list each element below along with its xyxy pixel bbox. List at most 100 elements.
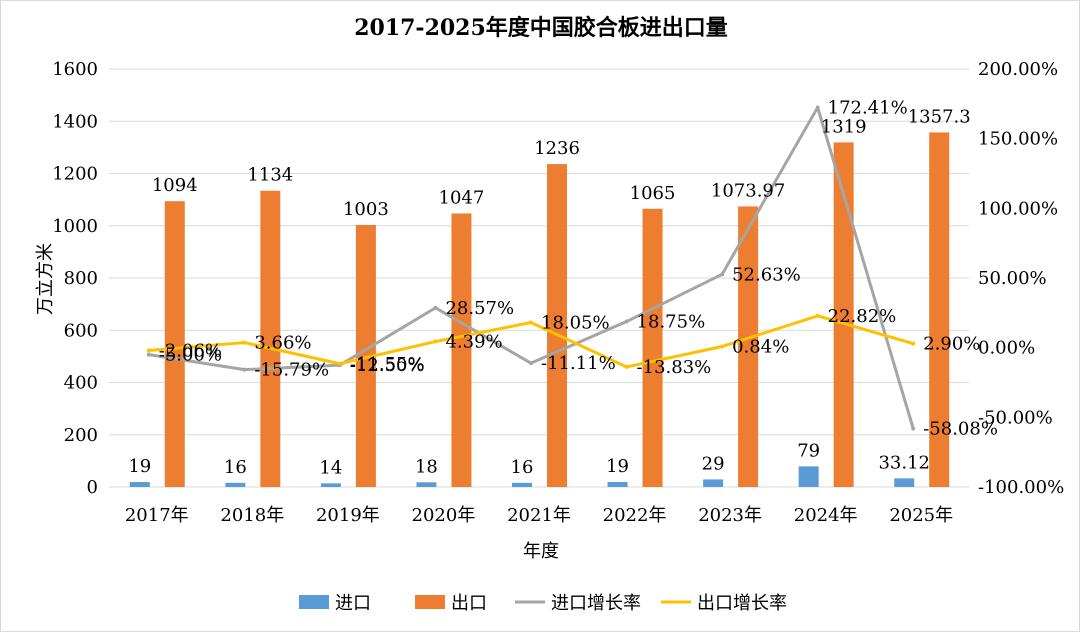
line-point <box>433 339 438 344</box>
bars-layer <box>129 132 950 488</box>
legend-swatch <box>415 595 445 609</box>
bar-data-label: 33.12 <box>878 452 930 473</box>
bar-data-label: 19 <box>128 456 151 477</box>
bar-export <box>738 206 759 487</box>
legend-label: 出口 <box>451 593 487 614</box>
line-point <box>242 340 247 345</box>
bar-data-label: 29 <box>702 453 725 474</box>
line-point <box>720 272 725 277</box>
bar-import <box>512 482 532 487</box>
x-tick-label: 2021年 <box>507 505 571 526</box>
legend-label: 进口 <box>335 593 371 614</box>
line-point <box>146 352 151 357</box>
y2-tick-label: 150.00% <box>978 129 1058 150</box>
line-data-label: -58.08% <box>923 419 998 440</box>
y-tick-label: 800 <box>64 268 98 289</box>
x-tick-label: 2022年 <box>603 505 667 526</box>
line-data-label: -11.11% <box>541 353 616 374</box>
bar-data-label: 1319 <box>821 116 867 137</box>
bar-import <box>129 482 150 487</box>
bar-data-label: 1047 <box>439 187 485 208</box>
x-axis-title: 年度 <box>523 541 559 562</box>
line-point <box>815 105 820 110</box>
line-data-label: -15.79% <box>254 360 329 381</box>
line-point <box>624 364 629 369</box>
bar-import <box>798 466 819 487</box>
line-point <box>720 344 725 349</box>
y-tick-label: 400 <box>64 373 98 394</box>
y-tick-label: 0 <box>87 477 98 498</box>
labels-layer: 19 16 14 18 16 19 29 79 33.12 1094 1134 1003 1047 123… <box>128 97 998 478</box>
line-point <box>529 361 533 366</box>
line-point <box>911 341 916 346</box>
y2-tick-label: 0.00% <box>978 338 1035 359</box>
bar-data-label: 16 <box>511 457 534 478</box>
y-tick-label: 1600 <box>52 59 98 80</box>
x-tick-label: 2024年 <box>794 505 858 526</box>
y-tick-label: 200 <box>64 425 98 446</box>
line-point <box>337 361 342 366</box>
ticks-layer: 0 200 400 600 800 1000 1200 1400 1600 -100.00% -50… <box>52 59 1064 526</box>
bar-data-label: 79 <box>797 440 820 461</box>
legend-label: 进口增长率 <box>551 593 641 614</box>
bar-data-label: 1236 <box>534 138 580 159</box>
bar-export <box>833 142 854 487</box>
line-point <box>624 319 629 324</box>
grid-layer <box>109 68 969 488</box>
line-point <box>911 426 916 431</box>
x-tick-label: 2019年 <box>316 505 380 526</box>
line-data-label: -11.55% <box>350 354 425 375</box>
bar-data-label: 1065 <box>630 183 676 204</box>
line-data-label: 172.41% <box>828 97 908 118</box>
line-data-label: 18.05% <box>541 313 610 334</box>
lines-layer <box>146 105 916 431</box>
bar-data-label: 14 <box>319 457 342 478</box>
legend-label: 出口增长率 <box>697 593 787 614</box>
line-data-label: 0.84% <box>732 336 789 357</box>
y-tick-label: 1400 <box>52 111 98 132</box>
line-data-label: 4.39% <box>445 332 502 353</box>
line-data-label: -5.00% <box>159 345 222 366</box>
line-point <box>529 320 533 325</box>
x-tick-label: 2023年 <box>698 505 762 526</box>
y-tick-label: 600 <box>64 320 98 341</box>
bar-export <box>929 132 950 487</box>
bar-export <box>355 224 376 487</box>
line-data-label: -2.06% <box>159 341 222 362</box>
bar-export <box>642 208 663 488</box>
y2-tick-label: 200.00% <box>978 59 1058 80</box>
bar-data-label: 1134 <box>247 165 293 186</box>
line-data-label: 3.66% <box>254 333 311 354</box>
line-point <box>146 348 151 353</box>
bar-export <box>451 213 472 487</box>
legend: 进口 出口 进口增长率 出口增长率 <box>299 593 787 614</box>
bar-import <box>894 478 915 487</box>
x-tick-label: 2017年 <box>125 505 189 526</box>
bar-data-label: 19 <box>606 456 629 477</box>
y2-tick-label: 50.00% <box>978 268 1047 289</box>
y2-tick-label: 100.00% <box>978 198 1058 219</box>
line-point <box>815 313 820 318</box>
bar-data-label: 16 <box>224 457 247 478</box>
line-data-label: 52.63% <box>732 264 801 285</box>
y-axis-title: 万立方米 <box>35 243 56 315</box>
y-tick-label: 1000 <box>52 216 98 237</box>
bar-export <box>260 190 281 487</box>
x-tick-label: 2025年 <box>889 505 953 526</box>
bar-export <box>164 201 185 487</box>
line-data-label: 18.75% <box>637 312 706 333</box>
bar-import <box>320 483 341 487</box>
y-tick-label: 1200 <box>52 164 98 185</box>
line-data-label: -13.83% <box>637 357 712 378</box>
bar-export <box>547 164 567 487</box>
line-data-label: -12.50% <box>350 355 425 376</box>
line-data-label: 2.90% <box>923 334 980 355</box>
x-tick-label: 2018年 <box>220 505 284 526</box>
bar-import <box>225 482 246 487</box>
line-point <box>433 305 438 310</box>
bar-data-label: 18 <box>415 456 438 477</box>
line-point <box>242 367 247 372</box>
bar-data-label: 1357.3 <box>908 106 971 127</box>
